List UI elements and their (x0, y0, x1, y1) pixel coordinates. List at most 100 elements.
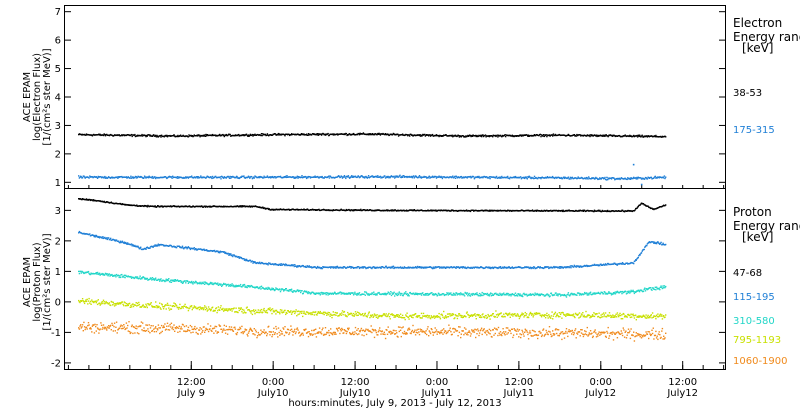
data-point (389, 176, 391, 179)
data-point (636, 176, 638, 179)
data-point (593, 177, 595, 179)
data-point (492, 294, 494, 296)
data-point (303, 134, 306, 136)
data-point (239, 176, 242, 178)
data-point (285, 313, 287, 316)
data-point (455, 135, 457, 137)
data-point (493, 292, 496, 295)
data-point (165, 135, 167, 137)
data-point (501, 267, 503, 269)
data-point (646, 136, 649, 138)
data-point (590, 178, 592, 180)
data-point (344, 292, 346, 295)
data-point (476, 134, 478, 137)
data-point (136, 135, 138, 137)
data-point (126, 243, 128, 245)
data-point (214, 134, 216, 136)
data-point (169, 281, 171, 283)
data-point (352, 132, 355, 135)
data-point (263, 262, 265, 265)
data-point (357, 293, 359, 296)
data-point (531, 210, 533, 212)
data-point (228, 254, 230, 256)
data-point (184, 280, 186, 282)
data-point (492, 136, 494, 138)
data-point (292, 291, 294, 293)
data-point (152, 305, 154, 308)
data-point (316, 134, 318, 136)
data-point (296, 175, 299, 177)
data-point (433, 176, 435, 179)
data-point (284, 264, 286, 267)
data-point (334, 291, 336, 293)
data-point (213, 283, 216, 285)
data-point (546, 293, 549, 295)
data-point (172, 135, 175, 137)
data-point (262, 286, 264, 289)
data-point (256, 133, 259, 136)
data-point (249, 134, 251, 137)
data-point (501, 175, 503, 178)
data-point (644, 245, 647, 248)
data-point (284, 135, 286, 137)
data-point (104, 236, 106, 239)
data-point (243, 205, 246, 207)
data-point (393, 267, 395, 270)
data-point (490, 267, 492, 270)
data-point (123, 134, 126, 137)
data-point (243, 309, 245, 311)
data-point (202, 308, 205, 311)
data-point (125, 242, 128, 245)
data-point (341, 177, 344, 179)
data-point (569, 294, 572, 296)
data-point (424, 294, 426, 296)
data-point (191, 280, 193, 283)
data-point (394, 176, 397, 178)
data-point (89, 273, 92, 276)
data-point (342, 133, 344, 135)
bottom-ytick-label: -2 (51, 358, 61, 369)
data-point (183, 305, 186, 307)
data-point (346, 293, 348, 295)
data-point (189, 205, 191, 207)
data-point (661, 243, 664, 246)
data-point (362, 267, 365, 269)
data-point (301, 175, 303, 177)
data-point (521, 294, 523, 296)
data-point (520, 295, 523, 297)
data-point (265, 311, 267, 314)
data-point (306, 265, 308, 267)
data-point (199, 248, 201, 250)
data-point (296, 176, 298, 179)
x-tick-time-label: 0:00 (262, 377, 284, 388)
data-point (240, 205, 242, 207)
data-point (238, 133, 240, 136)
data-point (181, 306, 184, 308)
data-point (658, 177, 660, 179)
data-point (379, 175, 382, 178)
data-point (580, 265, 582, 267)
data-point (234, 255, 236, 257)
data-point (645, 177, 647, 179)
data-point (477, 135, 479, 137)
data-point (478, 177, 481, 179)
data-point (499, 177, 501, 179)
data-point (656, 177, 658, 179)
data-point (427, 209, 429, 211)
data-point (514, 175, 517, 178)
data-point (98, 235, 100, 238)
data-point (229, 175, 231, 178)
data-point (227, 309, 229, 311)
data-point (161, 205, 163, 207)
data-point (156, 245, 158, 247)
data-point (527, 135, 529, 137)
data-point (229, 283, 231, 286)
data-point (170, 176, 173, 178)
data-point (493, 293, 495, 296)
data-point (113, 305, 116, 307)
data-point (247, 176, 249, 178)
data-point (465, 176, 468, 178)
data-point (143, 205, 145, 208)
data-point (384, 133, 386, 136)
data-point (646, 288, 648, 290)
